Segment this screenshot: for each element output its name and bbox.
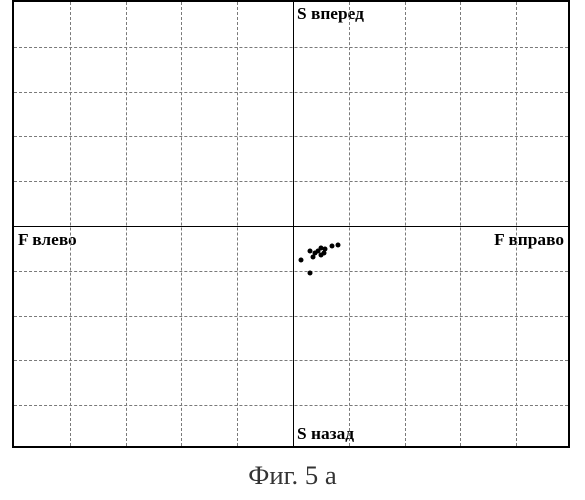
grid-vline bbox=[460, 2, 461, 446]
data-point bbox=[323, 247, 328, 252]
grid-hline bbox=[14, 316, 568, 317]
axis-left-label: F влево bbox=[18, 230, 77, 250]
y-axis bbox=[293, 2, 294, 446]
grid-vline bbox=[349, 2, 350, 446]
data-point bbox=[307, 248, 312, 253]
data-point bbox=[299, 257, 304, 262]
grid-vline bbox=[181, 2, 182, 446]
axis-top-label: S вперед bbox=[297, 4, 364, 24]
grid-vline bbox=[237, 2, 238, 446]
axis-bottom-label: S назад bbox=[297, 424, 354, 444]
grid-hline bbox=[14, 405, 568, 406]
data-point bbox=[307, 271, 312, 276]
grid-vline bbox=[516, 2, 517, 446]
x-axis bbox=[14, 226, 568, 227]
data-point bbox=[330, 244, 335, 249]
grid-hline bbox=[14, 47, 568, 48]
grid-hline bbox=[14, 360, 568, 361]
data-point bbox=[310, 255, 315, 260]
plot-area: S вперед S назад F влево F вправо bbox=[14, 2, 568, 446]
grid-hline bbox=[14, 136, 568, 137]
data-point bbox=[335, 242, 340, 247]
grid-vline bbox=[126, 2, 127, 446]
figure-caption: Фиг. 5 а bbox=[0, 460, 585, 491]
grid-hline bbox=[14, 271, 568, 272]
axis-right-label: F вправо bbox=[494, 230, 564, 250]
grid-vline bbox=[405, 2, 406, 446]
grid-hline bbox=[14, 181, 568, 182]
chart-frame: S вперед S назад F влево F вправо bbox=[12, 0, 570, 448]
grid-vline bbox=[70, 2, 71, 446]
grid-hline bbox=[14, 92, 568, 93]
